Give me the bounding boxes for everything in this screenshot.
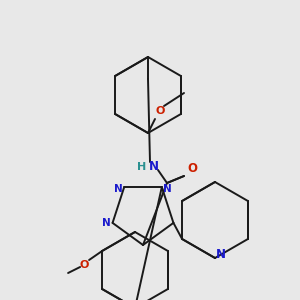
Text: N: N [114, 184, 123, 194]
Text: N: N [164, 184, 172, 194]
Text: O: O [80, 260, 89, 270]
Text: N: N [149, 160, 159, 173]
Text: O: O [187, 161, 197, 175]
Text: N: N [102, 218, 111, 228]
Text: H: H [137, 162, 147, 172]
Text: N: N [216, 248, 226, 262]
Text: O: O [155, 106, 165, 116]
